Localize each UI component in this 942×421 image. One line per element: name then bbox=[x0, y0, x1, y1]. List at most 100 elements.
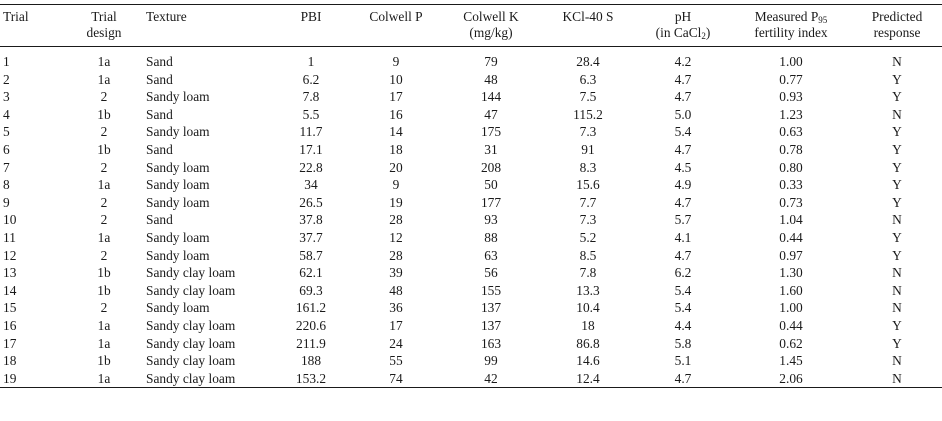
cell-colwell-k: 144 bbox=[480, 89, 502, 105]
cell-predicted-response: Y bbox=[892, 141, 902, 157]
cell-trial: 8 bbox=[3, 177, 10, 193]
cell-colwell-p: 19 bbox=[389, 194, 403, 210]
cell-measured-p95: 1.23 bbox=[779, 106, 803, 122]
cell-colwell-p: 20 bbox=[389, 159, 403, 175]
cell-ph: 5.8 bbox=[674, 335, 692, 351]
cell-measured-p95: 1.30 bbox=[779, 265, 803, 281]
cell-predicted-response: N bbox=[892, 282, 902, 298]
cell-measured-p95: 0.77 bbox=[779, 71, 803, 87]
cell-ph: 5.4 bbox=[674, 124, 692, 140]
cell-ph: 4.7 bbox=[674, 247, 692, 263]
cell-texture: Sand bbox=[146, 106, 173, 122]
cell-colwell-p: 28 bbox=[389, 212, 403, 228]
cell-texture: Sandy loam bbox=[146, 300, 210, 316]
table-row: 13 1b Sandy clay loam 62.1 39 56 7.8 6.2 1.30 N bbox=[0, 264, 942, 282]
header-colwell-k-line2: (mg/kg) bbox=[469, 24, 513, 40]
cell-trial-design: 1b bbox=[97, 106, 111, 122]
cell-ph: 5.1 bbox=[674, 353, 692, 369]
cell-colwell-p: 9 bbox=[392, 54, 400, 69]
header-predicted-line1: Predicted bbox=[871, 9, 923, 24]
table-row: 6 1b Sand 17.1 18 31 91 4.7 0.78 Y bbox=[0, 141, 942, 159]
cell-predicted-response: Y bbox=[892, 229, 902, 245]
cell-predicted-response: N bbox=[892, 54, 902, 69]
cell-texture: Sand bbox=[146, 54, 173, 69]
cell-measured-p95: 0.63 bbox=[779, 124, 803, 140]
cell-trial-design: 2 bbox=[100, 212, 108, 228]
cell-kcl-40-s: 7.5 bbox=[579, 89, 597, 105]
header-row: Trial Trial design Texture PBI Colwell P… bbox=[0, 4, 942, 47]
cell-colwell-k: 48 bbox=[484, 71, 498, 87]
header-trial-design-line1: Trial bbox=[91, 9, 117, 24]
cell-measured-p95: 0.80 bbox=[779, 159, 803, 175]
header-ph-line2: (in CaCl2) bbox=[655, 24, 711, 41]
cell-pbi: 211.9 bbox=[296, 335, 326, 351]
cell-colwell-k: 137 bbox=[480, 300, 502, 316]
header-texture-text: Texture bbox=[146, 9, 187, 24]
cell-ph: 4.2 bbox=[674, 54, 692, 69]
cell-colwell-p: 12 bbox=[389, 229, 403, 245]
cell-predicted-response: Y bbox=[892, 71, 902, 87]
cell-kcl-40-s: 86.8 bbox=[576, 335, 600, 351]
cell-trial-design: 2 bbox=[100, 159, 108, 175]
table-row: 9 2 Sandy loam 26.5 19 177 7.7 4.7 0.73 Y bbox=[0, 194, 942, 212]
cell-kcl-40-s: 28.4 bbox=[576, 54, 600, 69]
cell-ph: 5.0 bbox=[674, 106, 692, 122]
cell-trial: 1 bbox=[3, 54, 10, 69]
cell-predicted-response: Y bbox=[892, 194, 902, 210]
table-row: 2 1a Sand 6.2 10 48 6.3 4.7 0.77 Y bbox=[0, 71, 942, 89]
cell-measured-p95: 1.00 bbox=[779, 54, 803, 69]
cell-kcl-40-s: 7.7 bbox=[579, 194, 597, 210]
table-row: 14 1b Sandy clay loam 69.3 48 155 13.3 5.4 1.60 N bbox=[0, 282, 942, 300]
cell-trial-design: 1a bbox=[97, 177, 111, 193]
cell-trial-design: 2 bbox=[100, 124, 108, 140]
cell-colwell-p: 18 bbox=[389, 141, 403, 157]
cell-predicted-response: Y bbox=[892, 317, 902, 333]
header-colwell-k: Colwell K (mg/kg) bbox=[442, 5, 540, 47]
table-body: 1 1a Sand 1 9 79 28.4 4.2 1.00 N 2 1a Sand 6.2 10 48 6.3… bbox=[0, 47, 942, 388]
cell-kcl-40-s: 7.3 bbox=[579, 124, 597, 140]
cell-predicted-response: Y bbox=[892, 89, 902, 105]
cell-predicted-response: N bbox=[892, 370, 902, 386]
cell-trial-design: 1a bbox=[97, 71, 111, 87]
cell-pbi: 1 bbox=[307, 54, 315, 69]
cell-colwell-k: 137 bbox=[480, 317, 502, 333]
cell-predicted-response: N bbox=[892, 265, 902, 281]
cell-trial: 6 bbox=[3, 141, 10, 157]
cell-texture: Sandy clay loam bbox=[146, 370, 236, 386]
header-ph-line2-pre: (in CaCl bbox=[655, 24, 702, 40]
cell-kcl-40-s: 8.5 bbox=[579, 247, 597, 263]
cell-trial: 7 bbox=[3, 159, 10, 175]
cell-colwell-k: 42 bbox=[484, 370, 498, 386]
cell-texture: Sand bbox=[146, 141, 173, 157]
table-row: 10 2 Sand 37.8 28 93 7.3 5.7 1.04 N bbox=[0, 211, 942, 229]
cell-pbi: 6.2 bbox=[302, 71, 320, 87]
cell-trial: 18 bbox=[3, 353, 17, 369]
cell-kcl-40-s: 15.6 bbox=[576, 177, 600, 193]
cell-trial: 2 bbox=[3, 71, 10, 87]
cell-predicted-response: Y bbox=[892, 124, 902, 140]
cell-pbi: 37.8 bbox=[299, 212, 323, 228]
cell-trial-design: 1a bbox=[97, 370, 111, 386]
cell-colwell-k: 177 bbox=[480, 194, 502, 210]
header-measured-line1-pre: Measured P bbox=[754, 9, 819, 24]
cell-measured-p95: 0.62 bbox=[779, 335, 803, 351]
cell-measured-p95: 0.78 bbox=[779, 141, 803, 157]
cell-predicted-response: N bbox=[892, 106, 902, 122]
cell-colwell-p: 17 bbox=[389, 317, 403, 333]
cell-trial-design: 1b bbox=[97, 265, 111, 281]
cell-texture: Sand bbox=[146, 71, 173, 87]
cell-colwell-p: 36 bbox=[389, 300, 403, 316]
cell-trial: 15 bbox=[3, 300, 17, 316]
cell-trial: 12 bbox=[3, 247, 17, 263]
cell-colwell-k: 163 bbox=[480, 335, 502, 351]
cell-ph: 4.7 bbox=[674, 194, 692, 210]
cell-ph: 4.4 bbox=[674, 317, 692, 333]
cell-ph: 4.7 bbox=[674, 89, 692, 105]
cell-trial-design: 2 bbox=[100, 300, 108, 316]
table-row: 19 1a Sandy clay loam 153.2 74 42 12.4 4.7 2.06 N bbox=[0, 370, 942, 388]
cell-kcl-40-s: 8.3 bbox=[579, 159, 597, 175]
cell-colwell-k: 88 bbox=[484, 229, 498, 245]
cell-colwell-k: 93 bbox=[484, 212, 498, 228]
cell-predicted-response: Y bbox=[892, 177, 902, 193]
cell-trial-design: 1a bbox=[97, 54, 111, 69]
